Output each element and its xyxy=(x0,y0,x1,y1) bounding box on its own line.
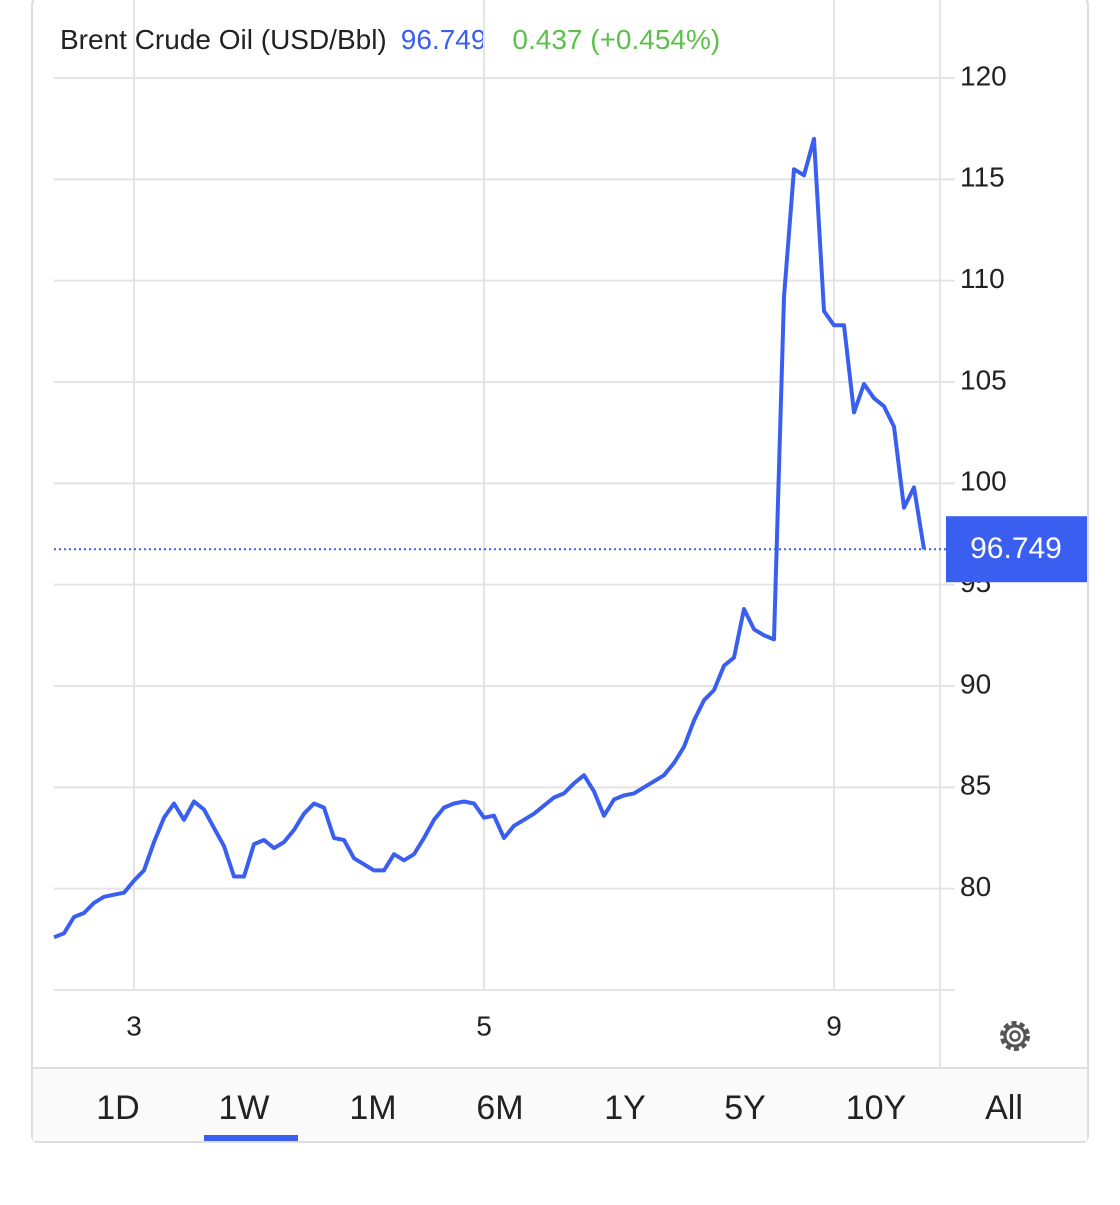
last-price-label: 96.749 xyxy=(970,532,1062,565)
range-tab[interactable]: 10Y xyxy=(846,1089,907,1127)
price-line xyxy=(53,136,926,940)
active-tab-underline xyxy=(204,1135,298,1141)
range-tab[interactable]: 1M xyxy=(349,1089,396,1127)
x-tick-label: 3 xyxy=(126,1010,142,1041)
y-tick-label: 110 xyxy=(960,263,1005,294)
price: 96.749 xyxy=(401,24,487,55)
y-tick-label: 105 xyxy=(960,364,1007,395)
range-tab[interactable]: All xyxy=(985,1089,1023,1127)
x-tick-label: 5 xyxy=(476,1010,492,1041)
x-tick-label: 9 xyxy=(826,1010,842,1041)
gear-hole xyxy=(1009,1030,1021,1042)
gear-icon[interactable] xyxy=(1000,1021,1030,1051)
gear-teeth xyxy=(1000,1021,1030,1051)
change: 0.437 (+0.454%) xyxy=(512,24,720,55)
y-tick-label: 85 xyxy=(960,770,991,801)
range-tab[interactable]: 5Y xyxy=(724,1089,766,1127)
gear-ring xyxy=(1003,1024,1027,1048)
range-tab[interactable]: 1Y xyxy=(604,1089,646,1127)
range-tab[interactable]: 1W xyxy=(219,1089,270,1127)
y-tick-label: 120 xyxy=(960,60,1007,91)
range-tab[interactable]: 6M xyxy=(476,1089,523,1127)
title: Brent Crude Oil (USD/Bbl) xyxy=(60,24,387,55)
y-tick-label: 80 xyxy=(960,871,991,902)
card xyxy=(31,0,1089,1143)
last-price-box xyxy=(946,516,1087,583)
y-tick-label: 100 xyxy=(960,466,1007,497)
y-tick-label: 115 xyxy=(960,162,1005,193)
range-tab[interactable]: 1D xyxy=(96,1089,139,1127)
grid xyxy=(54,0,955,990)
header: Brent Crude Oil (USD/Bbl) 96.749 0.437 (+0… xyxy=(60,24,720,55)
tab-bar xyxy=(33,1069,1087,1141)
y-tick-label: 90 xyxy=(960,668,991,699)
